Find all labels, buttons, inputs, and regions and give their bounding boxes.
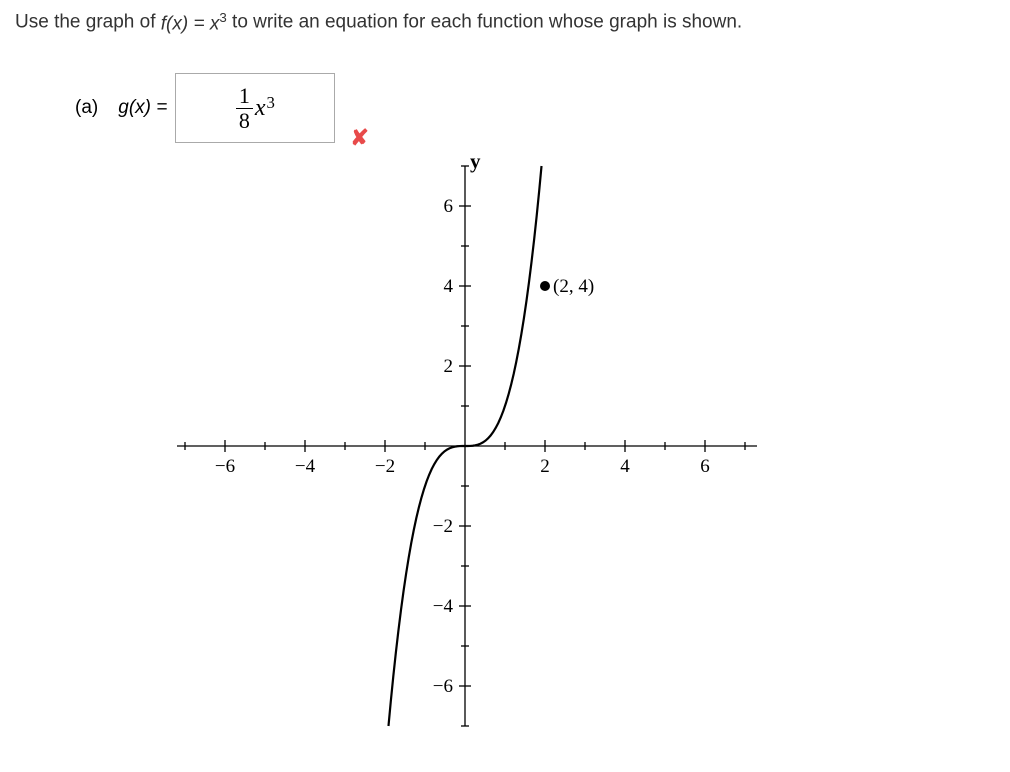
question-text: Use the graph of f(x) = x3 to write an e… [15, 10, 995, 35]
answer-content: 1 8 x 3 [236, 85, 275, 132]
x-mark-icon: ✘ [350, 125, 368, 151]
part-label: (a) [75, 97, 98, 119]
question-suffix: to write an equation for each function w… [232, 12, 742, 33]
svg-text:−4: −4 [433, 596, 454, 617]
answer-fraction: 1 8 [236, 85, 253, 132]
svg-text:2: 2 [444, 356, 454, 377]
svg-text:6: 6 [700, 456, 710, 477]
graph-container: −6−4−2246−6−4−2246xy(2, 4) [165, 156, 995, 736]
gx-label: g(x) = [118, 97, 167, 119]
svg-text:2: 2 [540, 456, 550, 477]
svg-text:−2: −2 [375, 456, 395, 477]
svg-text:4: 4 [620, 456, 630, 477]
svg-text:−2: −2 [433, 516, 453, 537]
svg-text:−6: −6 [433, 676, 453, 697]
svg-text:−4: −4 [295, 456, 316, 477]
question-prefix: Use the graph of [15, 12, 161, 33]
svg-text:(2, 4): (2, 4) [553, 276, 594, 297]
graph-svg: −6−4−2246−6−4−2246xy(2, 4) [165, 156, 765, 736]
svg-text:4: 4 [444, 276, 454, 297]
svg-text:6: 6 [444, 196, 454, 217]
part-a-row: (a) g(x) = 1 8 x 3 ✘ [75, 65, 995, 151]
svg-text:−6: −6 [215, 456, 235, 477]
answer-box[interactable]: 1 8 x 3 [175, 73, 335, 143]
fx-expression: f(x) = x3 [161, 10, 227, 35]
svg-text:y: y [470, 156, 481, 173]
